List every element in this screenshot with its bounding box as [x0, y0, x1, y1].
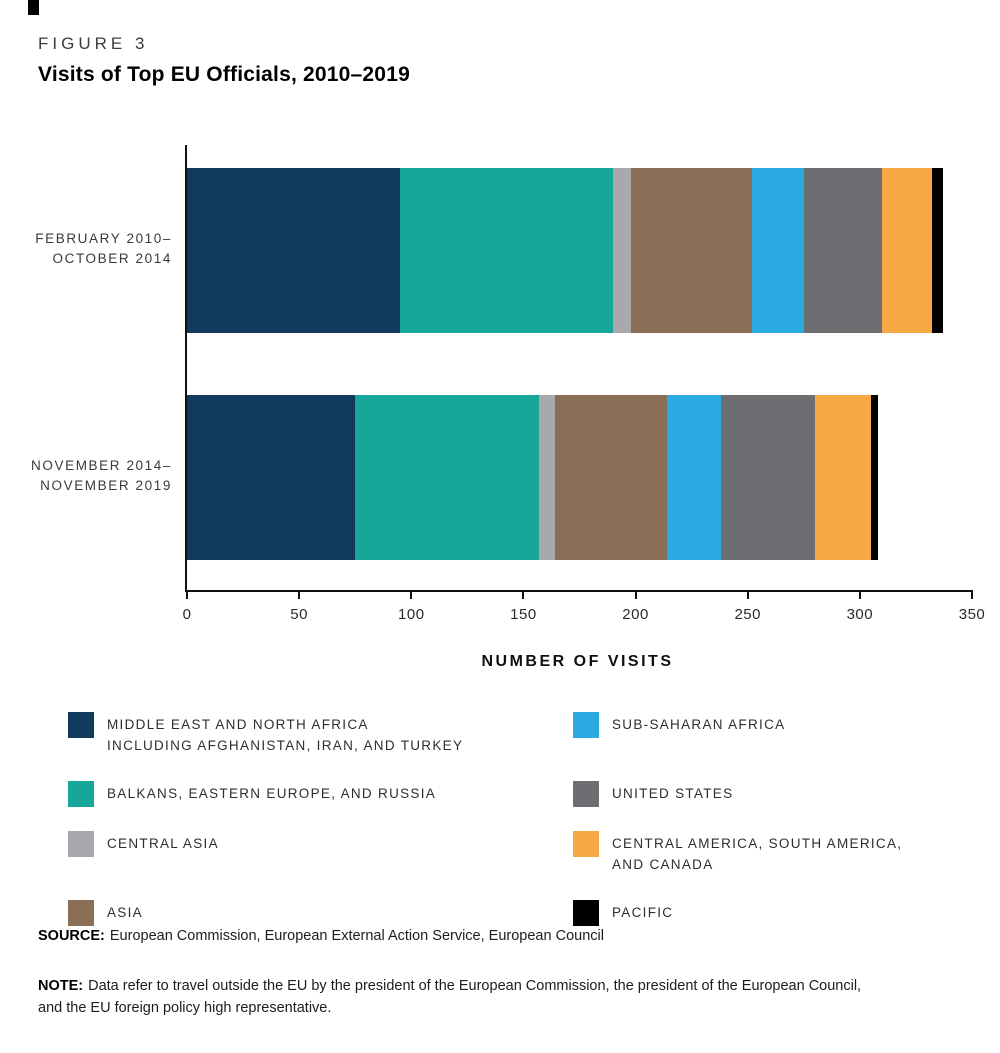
legend-label: CENTRAL AMERICA, SOUTH AMERICA, AND CANAD…: [612, 831, 902, 876]
legend-swatch: [68, 780, 94, 807]
legend-swatch: [573, 780, 599, 807]
legend: MIDDLE EAST AND NORTH AFRICA INCLUDING AF…: [68, 712, 973, 926]
legend-swatch: [68, 899, 94, 926]
legend-label: ASIA: [107, 900, 143, 924]
x-axis-tick: [522, 590, 525, 599]
legend-swatch: [68, 830, 94, 857]
x-axis-tick-label: 300: [846, 606, 874, 623]
legend-item: SUB-SAHARAN AFRICA: [573, 712, 973, 757]
bar-segment: [814, 395, 872, 560]
x-axis-tick-label: 200: [622, 606, 649, 623]
bar-segment: [803, 168, 883, 333]
x-axis-tick-label: 0: [182, 606, 192, 623]
legend-label-line: SUB-SAHARAN AFRICA: [612, 717, 786, 732]
legend-label-line: BALKANS, EASTERN EUROPE, AND RUSSIA: [107, 785, 437, 801]
bar-segment: [539, 395, 555, 560]
legend-swatch: [573, 899, 599, 926]
bar-segment: [871, 395, 878, 560]
bar-segment: [752, 168, 804, 333]
bar-segment: [631, 168, 753, 333]
note-text: Data refer to travel outside the EU by t…: [38, 978, 862, 1016]
source-line: SOURCE: European Commission, European Ext…: [38, 928, 604, 944]
bar-segment: [187, 168, 401, 333]
category-label: NOVEMBER 2014– NOVEMBER 2019: [2, 456, 172, 497]
legend-label-line: ASIA: [107, 904, 143, 920]
legend-label-line: PACIFIC: [612, 904, 674, 920]
bar-segment: [400, 168, 614, 333]
bar-segment: [882, 168, 932, 333]
legend-item: MIDDLE EAST AND NORTH AFRICA INCLUDING AF…: [68, 712, 573, 757]
legend-item: BALKANS, EASTERN EUROPE, AND RUSSIA: [68, 780, 573, 807]
category-label-line: NOVEMBER 2019: [40, 477, 172, 493]
x-axis-tick-label: 100: [398, 606, 425, 623]
legend-swatch: [573, 712, 599, 738]
legend-swatch: [573, 830, 599, 857]
bar-segment: [931, 168, 943, 333]
legend-label-line: CENTRAL AMERICA, SOUTH AMERICA,: [612, 835, 903, 851]
legend-label-line: MIDDLE EAST AND NORTH AFRICA: [107, 717, 369, 732]
x-axis-tick: [298, 590, 301, 599]
legend-label: UNITED STATES: [612, 781, 733, 805]
bar-segment: [187, 395, 356, 560]
x-axis-tick: [858, 590, 861, 599]
legend-label-line: INCLUDING AFGHANISTAN, IRAN, AND TURKEY: [107, 737, 464, 753]
category-label-line: FEBRUARY 2010–: [35, 230, 172, 246]
category-label: FEBRUARY 2010– OCTOBER 2014: [2, 229, 172, 270]
legend-item: CENTRAL AMERICA, SOUTH AMERICA, AND CANAD…: [573, 830, 973, 876]
legend-item: UNITED STATES: [573, 780, 973, 807]
bar-segment: [355, 395, 540, 560]
x-axis-tick-label: 150: [510, 606, 537, 623]
x-axis-tick: [186, 590, 188, 599]
legend-label: BALKANS, EASTERN EUROPE, AND RUSSIA: [107, 781, 436, 805]
legend-label-line: UNITED STATES: [612, 785, 734, 801]
source-prefix: SOURCE:: [38, 928, 105, 944]
legend-item: CENTRAL ASIA: [68, 830, 573, 876]
figure-label: FIGURE 3: [38, 34, 149, 53]
stacked-bar-chart: FEBRUARY 2010– OCTOBER 2014 NOVEMBER 2014–…: [0, 145, 1000, 685]
plot-area: FEBRUARY 2010– OCTOBER 2014 NOVEMBER 2014–…: [31, 145, 985, 623]
x-axis-tick: [634, 590, 637, 599]
legend-label: PACIFIC: [612, 900, 673, 924]
x-axis-tick: [971, 590, 973, 599]
legend-label: SUB-SAHARAN AFRICA: [612, 712, 785, 736]
x-axis-title: NUMBER OF VISITS: [481, 653, 674, 670]
category-label-line: OCTOBER 2014: [52, 250, 172, 266]
x-axis-tick-label: 250: [734, 606, 761, 623]
x-axis-tick-label: 50: [290, 606, 308, 623]
bar-segment: [720, 395, 815, 560]
note-line: NOTE: Data refer to travel outside the EU…: [38, 976, 883, 1020]
legend-label: CENTRAL ASIA: [107, 831, 219, 855]
legend-label-line: AND CANADA: [612, 856, 714, 872]
legend-item: PACIFIC: [573, 899, 973, 926]
source-text: European Commission, European External A…: [109, 928, 604, 944]
figure-header: FIGURE 3 Visits of Top EU Officials, 201…: [38, 34, 410, 87]
bar-segment: [554, 395, 667, 560]
x-axis-tick-label: 350: [958, 606, 986, 623]
bar-row-2: [187, 395, 878, 560]
legend-swatch: [68, 712, 94, 738]
category-label-line: NOVEMBER 2014–: [31, 457, 172, 473]
decorative-corner-mark: [28, 0, 39, 15]
legend-label: MIDDLE EAST AND NORTH AFRICA INCLUDING AF…: [107, 712, 463, 757]
bar-segment: [666, 395, 721, 560]
figure-title: Visits of Top EU Officials, 2010–2019: [38, 63, 410, 86]
legend-item: ASIA: [68, 899, 573, 926]
bar-segment: [613, 168, 632, 333]
bar-row-1: [187, 168, 943, 333]
x-axis-tick: [410, 590, 413, 599]
legend-label-line: CENTRAL ASIA: [107, 835, 219, 851]
note-prefix: NOTE:: [38, 978, 84, 994]
x-axis-tick: [746, 590, 749, 599]
